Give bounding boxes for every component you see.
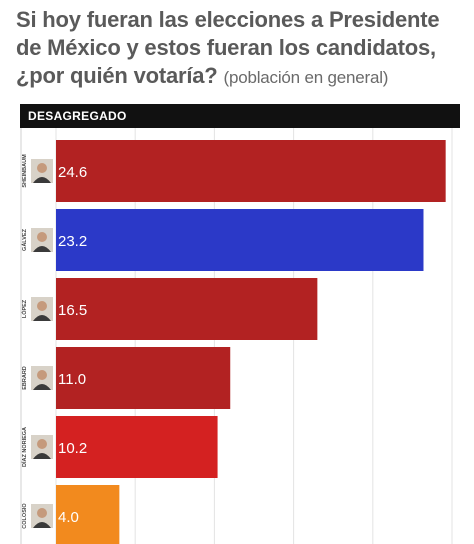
category-label-0: SHEINBAUM <box>22 154 28 188</box>
chart-title: Si hoy fueran las elecciones a President… <box>16 6 464 92</box>
chart-subtitle: (población en general) <box>223 68 389 87</box>
bar-1 <box>56 209 424 271</box>
value-label-0: 24.6 <box>58 164 87 181</box>
candidate-avatar-icon-1 <box>31 228 53 252</box>
candidate-avatar-icon-4 <box>31 435 53 459</box>
bar-5 <box>56 485 120 544</box>
candidate-avatar-icon-5 <box>31 504 53 528</box>
value-label-3: 11.0 <box>58 371 86 388</box>
candidate-avatar-icon-2 <box>31 297 53 321</box>
bar-2 <box>56 278 318 340</box>
value-label-1: 23.2 <box>58 233 87 250</box>
category-label-5: COLOSIO <box>22 503 28 529</box>
value-label-4: 10.2 <box>58 440 87 457</box>
candidate-avatar-icon-0 <box>31 159 53 183</box>
bar-chart: SHEINBAUM 24.6 GÁLVEZ 23.2 LÓPEZ 16.5 EBRARD 11… <box>20 128 453 544</box>
section-header-bar: DESAGREGADO <box>20 104 460 128</box>
bar-4 <box>56 416 218 478</box>
candidate-avatar-icon-3 <box>31 366 53 390</box>
chart-title-text: Si hoy fueran las elecciones a President… <box>16 7 440 88</box>
category-label-1: GÁLVEZ <box>21 228 28 251</box>
category-label-4: DÍAZ NORIEGA <box>20 427 28 467</box>
value-label-2: 16.5 <box>58 302 87 319</box>
section-header-label: DESAGREGADO <box>28 109 127 123</box>
bar-0 <box>56 140 446 202</box>
value-label-5: 4.0 <box>58 509 79 526</box>
bar-3 <box>56 347 231 409</box>
category-label-2: LÓPEZ <box>20 299 28 318</box>
category-label-3: EBRARD <box>22 366 28 390</box>
